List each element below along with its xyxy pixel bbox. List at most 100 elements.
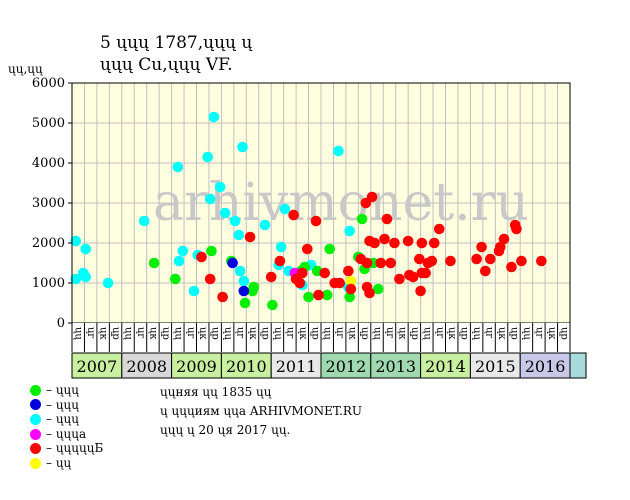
data-point-cyan [173, 255, 185, 267]
quarter-label: ųг [434, 327, 445, 339]
legend-label: – ųųųųųБ [46, 441, 104, 456]
data-point-red [274, 255, 286, 267]
quarter-label: ųр [508, 327, 519, 340]
year-cell [121, 352, 173, 379]
data-point-red [334, 277, 345, 289]
data-point-red [302, 243, 313, 255]
data-point-red [319, 267, 331, 279]
data-point-red [385, 257, 397, 269]
data-point-red [476, 241, 487, 253]
legend-label: – ųųųa [46, 426, 87, 441]
data-point-cyan [229, 215, 241, 227]
year-label: 2009 [176, 357, 217, 376]
data-point-cyan [238, 275, 250, 287]
quarter-label: ųр [309, 327, 320, 340]
y-tick-label: 3000 [32, 196, 65, 211]
quarter-label: ųг [185, 327, 196, 339]
year-cell [469, 352, 521, 379]
quarter-label: ųг [284, 327, 295, 339]
legend-label: – ųų [46, 455, 72, 470]
data-point-red [313, 289, 324, 301]
legend-marker [30, 457, 41, 469]
legend-item-magenta: – ųųųa [30, 427, 103, 442]
quarter-label: ųк [147, 327, 158, 340]
data-point-red [506, 261, 517, 273]
data-point-red [420, 267, 431, 279]
year-cell-end [569, 352, 587, 379]
year-label: 2015 [475, 357, 516, 376]
data-point-green [303, 291, 314, 303]
data-point-red [480, 265, 491, 277]
data-point-red [381, 213, 393, 225]
watermark: arhivmonet.ru [153, 173, 529, 233]
data-point-red [204, 273, 216, 285]
quarter-label: ųų [123, 327, 134, 340]
data-point-red [498, 233, 510, 245]
quarter-label: ųр [558, 327, 569, 340]
data-point-cyan [275, 241, 287, 253]
quarter-label: ųк [347, 327, 358, 340]
data-point-green [344, 291, 355, 303]
notes: ųųняя ųų 1835 ųų ų ųųųиям ųųa ARHIVMONET… [160, 383, 362, 440]
data-point-red [445, 255, 456, 267]
data-point-red [375, 257, 387, 269]
legend-item-blue: – ųųų [30, 398, 103, 413]
quarter-label: ųų [372, 327, 383, 340]
quarter-label: ųų [471, 327, 482, 340]
quarter-label: ųų [222, 327, 233, 340]
year-label: 2007 [77, 357, 118, 376]
quarter-label: ųг [334, 327, 345, 339]
data-point-red [511, 223, 522, 235]
data-point-cyan [214, 181, 226, 193]
legend-item-yellow: – ųų [30, 456, 103, 471]
data-point-red [379, 233, 390, 245]
quarter-label: ųų [521, 327, 532, 340]
data-point-red [414, 253, 425, 265]
data-point-red [416, 237, 428, 249]
y-tick-label: 5000 [32, 116, 65, 131]
legend-label: – ųųų [46, 383, 79, 397]
data-point-cyan [138, 215, 150, 227]
legend-marker [30, 413, 41, 425]
data-point-red [366, 191, 378, 203]
data-point-red [310, 215, 322, 227]
quarter-label: ųų [421, 327, 432, 340]
data-point-red [394, 273, 405, 285]
quarter-label: ųг [235, 327, 246, 339]
quarter-label: ųг [384, 327, 395, 339]
data-point-cyan [237, 141, 248, 153]
data-point-blue [238, 285, 250, 297]
quarter-label: ųг [85, 327, 96, 339]
y-axis-label: ųų,ųų [8, 62, 43, 76]
quarter-label: ųр [210, 327, 221, 340]
y-tick-label: 1000 [32, 276, 65, 291]
data-point-cyan [233, 229, 245, 241]
data-point-green [321, 289, 333, 301]
year-label: 2010 [226, 357, 267, 376]
data-point-cyan [80, 271, 91, 283]
note-line: ųųų ų 20 ųя 2017 ųų. [160, 423, 291, 437]
year-cell [270, 352, 322, 379]
data-point-green [248, 281, 260, 293]
data-point-green [206, 245, 217, 257]
data-point-cyan [234, 265, 246, 277]
y-tick-label: 6000 [32, 76, 65, 91]
quarter-label: ųр [459, 327, 470, 340]
legend-marker [30, 443, 41, 455]
data-point-green [372, 283, 384, 295]
quarter-label: ųк [396, 327, 407, 340]
quarter-label: ųг [135, 327, 146, 339]
data-point-red [343, 265, 354, 277]
year-cell [420, 352, 471, 379]
quarter-label: ųг [533, 327, 544, 339]
data-point-red [471, 253, 482, 265]
data-point-cyan [333, 145, 344, 157]
data-point-cyan [80, 243, 91, 255]
data-point-red [415, 285, 426, 297]
quarter-label: ųр [359, 327, 370, 340]
data-point-cyan [219, 207, 231, 219]
data-point-red [426, 255, 438, 267]
quarter-label: ųк [247, 327, 258, 340]
quarter-label: ųк [446, 327, 457, 340]
